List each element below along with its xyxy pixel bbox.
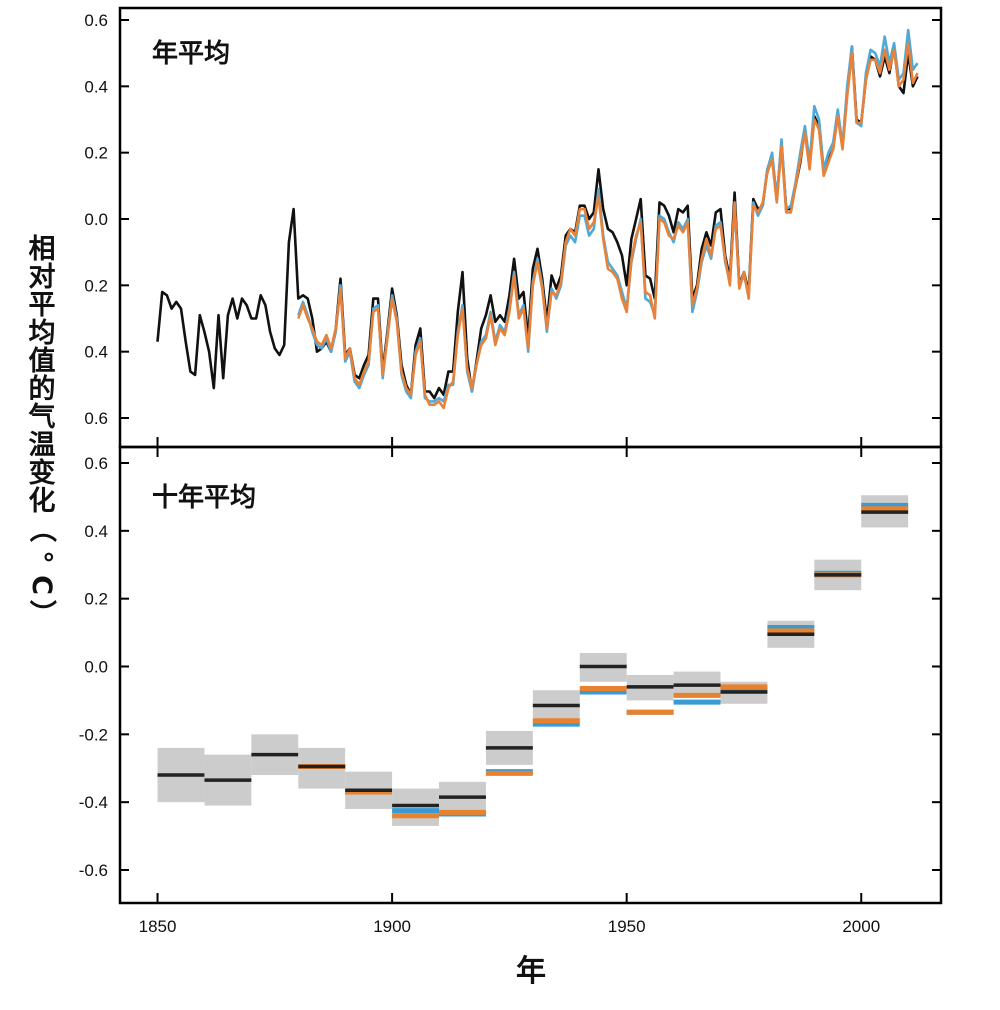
x-axis-label: 年 <box>516 954 546 989</box>
annual-average-panel: 0.6 0.4 0.2 0.0 0.2 0.4 0.6 年平均 <box>84 6 943 449</box>
y-label-char: 气 <box>28 402 56 433</box>
x-axis-ticks: 1850 1900 1950 2000 <box>139 447 880 936</box>
y-label-char: （ <box>26 516 57 543</box>
decadal-y-tick-label: 0.6 <box>84 454 108 473</box>
annual-series-line-orange <box>297 41 919 410</box>
decadal-y-tick-label: 0.2 <box>84 590 108 609</box>
y-label-char: 平 <box>29 290 56 321</box>
annual-y-tick-label: 0.4 <box>84 343 108 362</box>
annual-y-tick-label: 0.2 <box>84 144 108 163</box>
decadal-y-tick-label: -0.4 <box>79 793 108 812</box>
y-label-char: 对 <box>29 262 56 293</box>
y-label-char: 相 <box>29 234 56 265</box>
annual-series-group <box>156 28 919 410</box>
annual-y-tick-label: 0.0 <box>84 210 108 229</box>
x-tick-label: 1850 <box>139 917 177 936</box>
annual-y-tick-label: 0.2 <box>84 276 108 295</box>
decadal-panel-title: 十年平均 <box>152 482 256 513</box>
y-label-char: 温 <box>29 430 56 461</box>
y-label-char: 均 <box>29 318 56 349</box>
annual-y-tick-label: 0.4 <box>84 77 108 96</box>
annual-panel-title: 年平均 <box>152 38 230 69</box>
annual-y-ticks: 0.6 0.4 0.2 0.0 0.2 0.4 0.6 <box>84 11 941 447</box>
decadal-y-tick-label: -0.2 <box>79 725 108 744</box>
decadal-y-tick-label: -0.6 <box>79 861 108 880</box>
y-label-char: 变 <box>29 457 56 489</box>
x-tick-label: 2000 <box>842 917 880 936</box>
y-label-char: 值 <box>29 346 56 377</box>
decadal-y-tick-label: 0.0 <box>84 658 108 677</box>
y-label-char: ° <box>26 550 57 564</box>
decadal-plot-frame <box>118 445 943 905</box>
decadal-average-panel: 0.6 0.4 0.2 0.0 -0.2 -0.4 -0.6 1850 1900 1950 200… <box>79 445 943 936</box>
x-tick-label: 1900 <box>373 917 411 936</box>
decadal-y-tick-label: 0.4 <box>84 522 108 541</box>
y-label-char: C <box>26 575 57 595</box>
x-tick-label: 1950 <box>608 917 646 936</box>
annual-y-tick-label: 0.6 <box>84 11 108 30</box>
decadal-bars-group <box>157 495 909 826</box>
y-label-char: ） <box>26 600 57 627</box>
decadal-y-ticks: 0.6 0.4 0.2 0.0 -0.2 -0.4 -0.6 <box>79 454 941 880</box>
y-label-char: 的 <box>29 373 56 405</box>
y-label-char: 化 <box>29 486 56 517</box>
annual-y-tick-label: 0.6 <box>84 409 108 428</box>
